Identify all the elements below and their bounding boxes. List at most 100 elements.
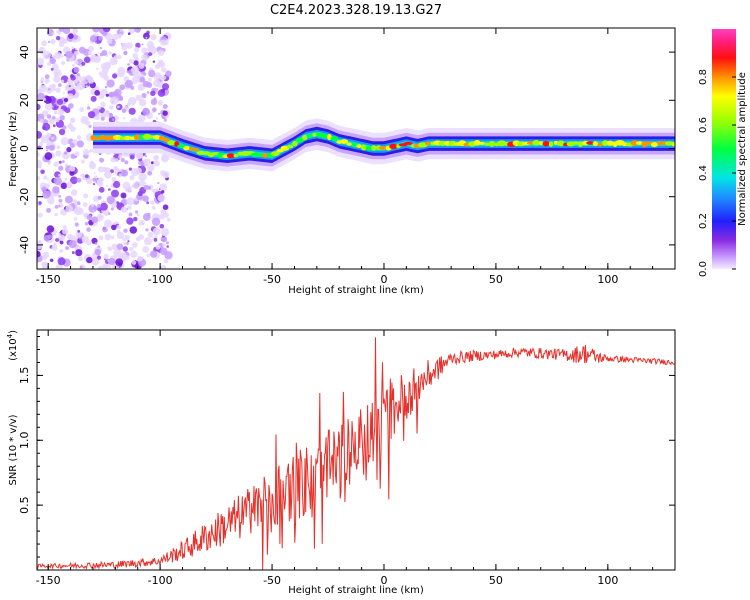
noise-speckle <box>138 222 141 226</box>
noise-speckle <box>113 166 119 171</box>
ridge-peak <box>95 136 101 141</box>
noise-speckle <box>157 182 160 185</box>
noise-speckle <box>46 178 50 181</box>
noise-speckle <box>71 251 75 255</box>
noise-speckle <box>63 97 69 103</box>
noise-speckle <box>141 54 148 61</box>
x-tick-label: 50 <box>489 273 503 286</box>
noise-speckle <box>72 63 75 67</box>
ridge-peak <box>99 134 106 140</box>
noise-speckle <box>83 193 89 199</box>
ridge-peak <box>188 146 195 151</box>
noise-speckle <box>65 246 69 250</box>
ridge-peak <box>479 141 485 145</box>
noise-speckle <box>62 224 67 229</box>
ridge-peak <box>548 141 554 147</box>
x-tick-label: -50 <box>263 273 281 286</box>
noise-speckle <box>117 70 125 78</box>
noise-speckle <box>37 164 42 169</box>
noise-speckle <box>58 195 62 198</box>
noise-speckle <box>93 195 100 202</box>
noise-speckle <box>78 256 83 262</box>
noise-speckle <box>157 49 165 56</box>
noise-speckle <box>152 107 157 112</box>
ridge-peak <box>306 134 313 138</box>
noise-speckle <box>60 209 67 216</box>
noise-speckle <box>117 54 122 60</box>
noise-speckle <box>70 117 76 123</box>
ridge-peak <box>327 134 332 140</box>
noise-speckle <box>68 33 74 39</box>
ridge-peak <box>365 145 372 151</box>
noise-speckle <box>158 59 162 64</box>
noise-speckle <box>100 101 106 108</box>
ridge-peak <box>571 141 580 145</box>
y-tick-label: 1.0 <box>18 432 31 450</box>
noise-speckle <box>46 149 48 152</box>
noise-speckle <box>130 168 140 177</box>
noise-speckle <box>114 88 122 97</box>
noise-speckle <box>99 47 103 50</box>
noise-speckle <box>162 116 165 120</box>
noise-speckle <box>144 158 151 165</box>
noise-speckle <box>98 186 105 193</box>
noise-speckle <box>74 222 79 227</box>
noise-speckle <box>124 79 133 88</box>
noise-speckle <box>37 250 41 258</box>
noise-speckle <box>150 200 155 205</box>
noise-speckle <box>148 52 153 56</box>
noise-speckle <box>133 216 138 222</box>
noise-speckle <box>77 229 81 233</box>
ridge-peak <box>532 139 540 146</box>
noise-speckle <box>73 217 78 221</box>
y-tick-label: 20 <box>18 93 31 107</box>
noise-speckle <box>58 165 64 171</box>
noise-speckle <box>53 161 59 167</box>
ridge-peak <box>671 142 675 147</box>
noise-speckle <box>70 75 76 81</box>
noise-speckle <box>82 202 88 207</box>
ridge-peak <box>256 153 264 158</box>
x-tick-label: -100 <box>148 273 173 286</box>
ridge-peak <box>286 144 294 149</box>
noise-speckle <box>117 105 120 109</box>
noise-speckle <box>109 105 114 110</box>
noise-speckle <box>90 35 97 43</box>
ridge-peak <box>233 154 239 158</box>
noise-speckle <box>57 108 65 116</box>
ridge-peak <box>488 140 496 147</box>
noise-speckle <box>124 160 129 165</box>
noise-speckle <box>73 207 82 215</box>
noise-speckle <box>141 178 145 182</box>
noise-speckle <box>144 155 147 158</box>
colorbar-label: Normalized spectral amplitude <box>737 72 748 226</box>
noise-speckle <box>118 95 123 100</box>
noise-speckle <box>152 60 156 63</box>
noise-speckle <box>121 108 127 113</box>
noise-speckle <box>97 245 101 248</box>
noise-speckle <box>105 184 109 188</box>
noise-speckle <box>85 85 89 88</box>
noise-speckle <box>98 235 104 241</box>
noise-speckle <box>124 255 130 261</box>
noise-speckle <box>87 111 96 119</box>
noise-speckle <box>60 54 64 58</box>
noise-speckle <box>53 106 57 109</box>
noise-speckle <box>150 34 157 41</box>
noise-speckle <box>76 82 85 91</box>
noise-speckle <box>150 161 154 165</box>
noise-speckle <box>54 212 58 217</box>
noise-speckle <box>159 183 168 192</box>
x-tick-label: 50 <box>489 574 503 587</box>
noise-speckle <box>58 173 61 177</box>
noise-speckle <box>53 69 62 78</box>
y-tick-label: 1.5 <box>18 367 31 385</box>
noise-speckle <box>153 238 158 242</box>
noise-speckle <box>161 67 167 73</box>
noise-speckle <box>126 217 134 225</box>
noise-speckle <box>71 189 78 196</box>
noise-speckle <box>141 43 144 46</box>
noise-speckle <box>161 190 165 194</box>
noise-speckle <box>118 154 123 159</box>
noise-speckle <box>68 240 77 249</box>
